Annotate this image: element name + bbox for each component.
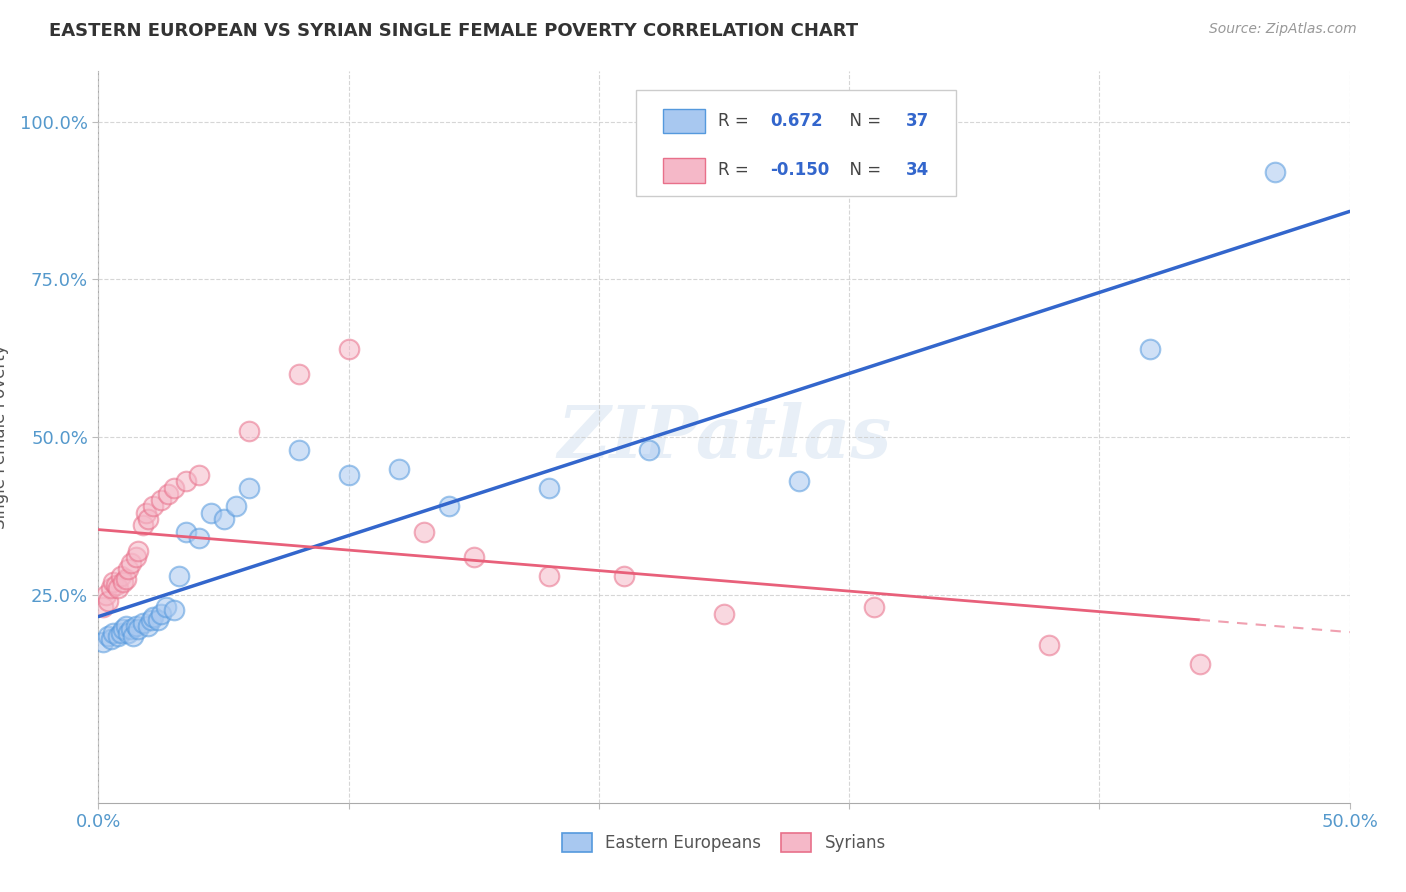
Point	[187, 531, 209, 545]
Point	[162, 603, 184, 617]
Text: 34: 34	[905, 161, 929, 179]
Point	[238, 481, 260, 495]
Point	[787, 474, 810, 488]
Point	[115, 619, 138, 633]
Text: EASTERN EUROPEAN VS SYRIAN SINGLE FEMALE POVERTY CORRELATION CHART: EASTERN EUROPEAN VS SYRIAN SINGLE FEMALE…	[49, 22, 858, 40]
Text: R =: R =	[718, 161, 754, 179]
Point	[122, 629, 145, 643]
Point	[212, 512, 235, 526]
Point	[115, 572, 138, 586]
Point	[537, 481, 560, 495]
FancyBboxPatch shape	[662, 158, 706, 183]
Point	[110, 569, 132, 583]
Text: R =: R =	[718, 112, 754, 130]
FancyBboxPatch shape	[662, 109, 706, 134]
Text: ZIPatlas: ZIPatlas	[557, 401, 891, 473]
Point	[287, 367, 309, 381]
Point	[142, 500, 165, 514]
Point	[138, 619, 160, 633]
Point	[150, 607, 173, 621]
Text: 37: 37	[905, 112, 929, 130]
Point	[97, 629, 120, 643]
Point	[125, 619, 148, 633]
Point	[1139, 342, 1161, 356]
Point	[107, 629, 129, 643]
Point	[125, 549, 148, 564]
Point	[613, 569, 636, 583]
Point	[148, 613, 170, 627]
Point	[1038, 638, 1060, 652]
Point	[437, 500, 460, 514]
Point	[388, 461, 411, 475]
Point	[100, 632, 122, 646]
Point	[103, 625, 125, 640]
Point	[155, 600, 177, 615]
Point	[135, 506, 157, 520]
Point	[104, 578, 127, 592]
Point	[162, 481, 184, 495]
Point	[138, 512, 160, 526]
Point	[150, 493, 173, 508]
Point	[94, 588, 117, 602]
Point	[127, 543, 149, 558]
Point	[337, 342, 360, 356]
Point	[1188, 657, 1211, 671]
Point	[112, 575, 135, 590]
Text: 0.672: 0.672	[770, 112, 823, 130]
Point	[132, 518, 155, 533]
Point	[120, 623, 142, 637]
Text: N =: N =	[839, 112, 887, 130]
Point	[537, 569, 560, 583]
Point	[1264, 165, 1286, 179]
Point	[132, 616, 155, 631]
Point	[93, 635, 115, 649]
Point	[103, 575, 125, 590]
Point	[97, 594, 120, 608]
Point	[142, 609, 165, 624]
Point	[463, 549, 485, 564]
Point	[120, 556, 142, 570]
Point	[127, 623, 149, 637]
Point	[174, 524, 197, 539]
Point	[225, 500, 247, 514]
Point	[238, 424, 260, 438]
Point	[200, 506, 222, 520]
FancyBboxPatch shape	[637, 90, 956, 195]
Point	[412, 524, 434, 539]
Point	[110, 625, 132, 640]
Point	[107, 582, 129, 596]
Point	[167, 569, 190, 583]
Legend: Eastern Europeans, Syrians: Eastern Europeans, Syrians	[554, 824, 894, 860]
Point	[117, 562, 139, 576]
Point	[100, 582, 122, 596]
Y-axis label: Single Female Poverty: Single Female Poverty	[0, 345, 8, 529]
Point	[187, 467, 209, 482]
Point	[337, 467, 360, 482]
Text: N =: N =	[839, 161, 887, 179]
Text: Source: ZipAtlas.com: Source: ZipAtlas.com	[1209, 22, 1357, 37]
Text: -0.150: -0.150	[770, 161, 830, 179]
Point	[139, 613, 162, 627]
Point	[287, 442, 309, 457]
Point	[112, 623, 135, 637]
Point	[713, 607, 735, 621]
Point	[863, 600, 886, 615]
Point	[157, 487, 180, 501]
Point	[638, 442, 661, 457]
Point	[117, 625, 139, 640]
Point	[93, 600, 115, 615]
Point	[174, 474, 197, 488]
